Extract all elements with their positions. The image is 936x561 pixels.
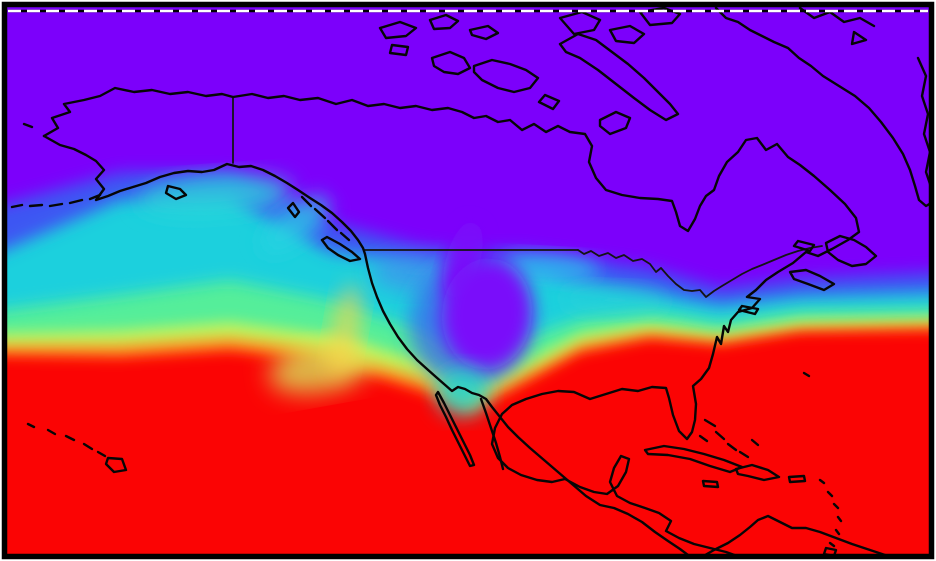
coast-ellesmere-3 [638, 7, 682, 27]
coast-anticosti [792, 239, 816, 253]
coast-greenland-east-edge [916, 56, 929, 185]
coast-bahamas [698, 418, 760, 459]
coast-hawaii-chain [26, 422, 128, 474]
coast-greenland-west-coast [714, 7, 929, 208]
coast-trinidad [822, 546, 838, 554]
field-band-purple [7, 7, 929, 288]
coast-hispaniola [734, 463, 781, 482]
anomaly-bc-coast-cyan [260, 195, 330, 255]
coast-puerto-rico [787, 474, 807, 484]
coast-banks-island [430, 50, 472, 76]
coast-alaska-panhandle-islands [300, 195, 351, 242]
coast-ellesmere-2 [608, 24, 646, 45]
coast-parry-islands-1 [378, 20, 418, 40]
field-anomaly-layer [137, 174, 670, 416]
coast-lesser-antilles [818, 478, 843, 548]
coast-mainland-arctic-atlantic-gulf [42, 86, 861, 554]
coast-southampton-island [598, 110, 632, 136]
coast-king-william-island [537, 93, 561, 111]
coast-vancouver-island [320, 235, 362, 263]
coast-gulf-of-california-mainland [479, 397, 505, 471]
border-layer [232, 96, 823, 298]
coast-st-lawrence-island [22, 122, 34, 129]
coast-baffin-island [558, 32, 680, 122]
coast-bermuda [802, 371, 811, 378]
coast-greenland-northeast [798, 7, 876, 46]
anomaly-alaska-coast-cyan [137, 174, 293, 216]
coastline-layer [10, 7, 929, 554]
coast-haida-gwaii [286, 201, 301, 219]
coast-aleutian-islands [10, 193, 102, 209]
coast-jamaica [701, 479, 720, 489]
coast-kodiak-island [164, 184, 188, 201]
coast-parry-islands-3 [468, 24, 500, 41]
coast-parry-islands-4 [388, 43, 410, 57]
anomaly-lakes-cyan-pocket [560, 285, 670, 315]
anomaly-southwest-cyan-dip [436, 368, 488, 416]
coast-south-america-coast [704, 514, 886, 554]
coast-pacific-coast [42, 134, 689, 554]
coast-ellesmere-1 [558, 10, 602, 36]
coast-baja-california [434, 390, 476, 468]
coast-parry-islands-2 [428, 13, 460, 31]
coast-victoria-island [472, 58, 540, 94]
coast-long-island [737, 304, 760, 316]
coast-newfoundland [824, 234, 878, 268]
border-us-canada-lakes-stlawrence [577, 245, 823, 298]
anomaly-rockies-purple-blob [441, 258, 533, 370]
anomaly-plains-cyan-channel [496, 253, 600, 283]
anomaly-california-warm-strip [328, 284, 362, 380]
coast-nova-scotia [788, 268, 836, 292]
